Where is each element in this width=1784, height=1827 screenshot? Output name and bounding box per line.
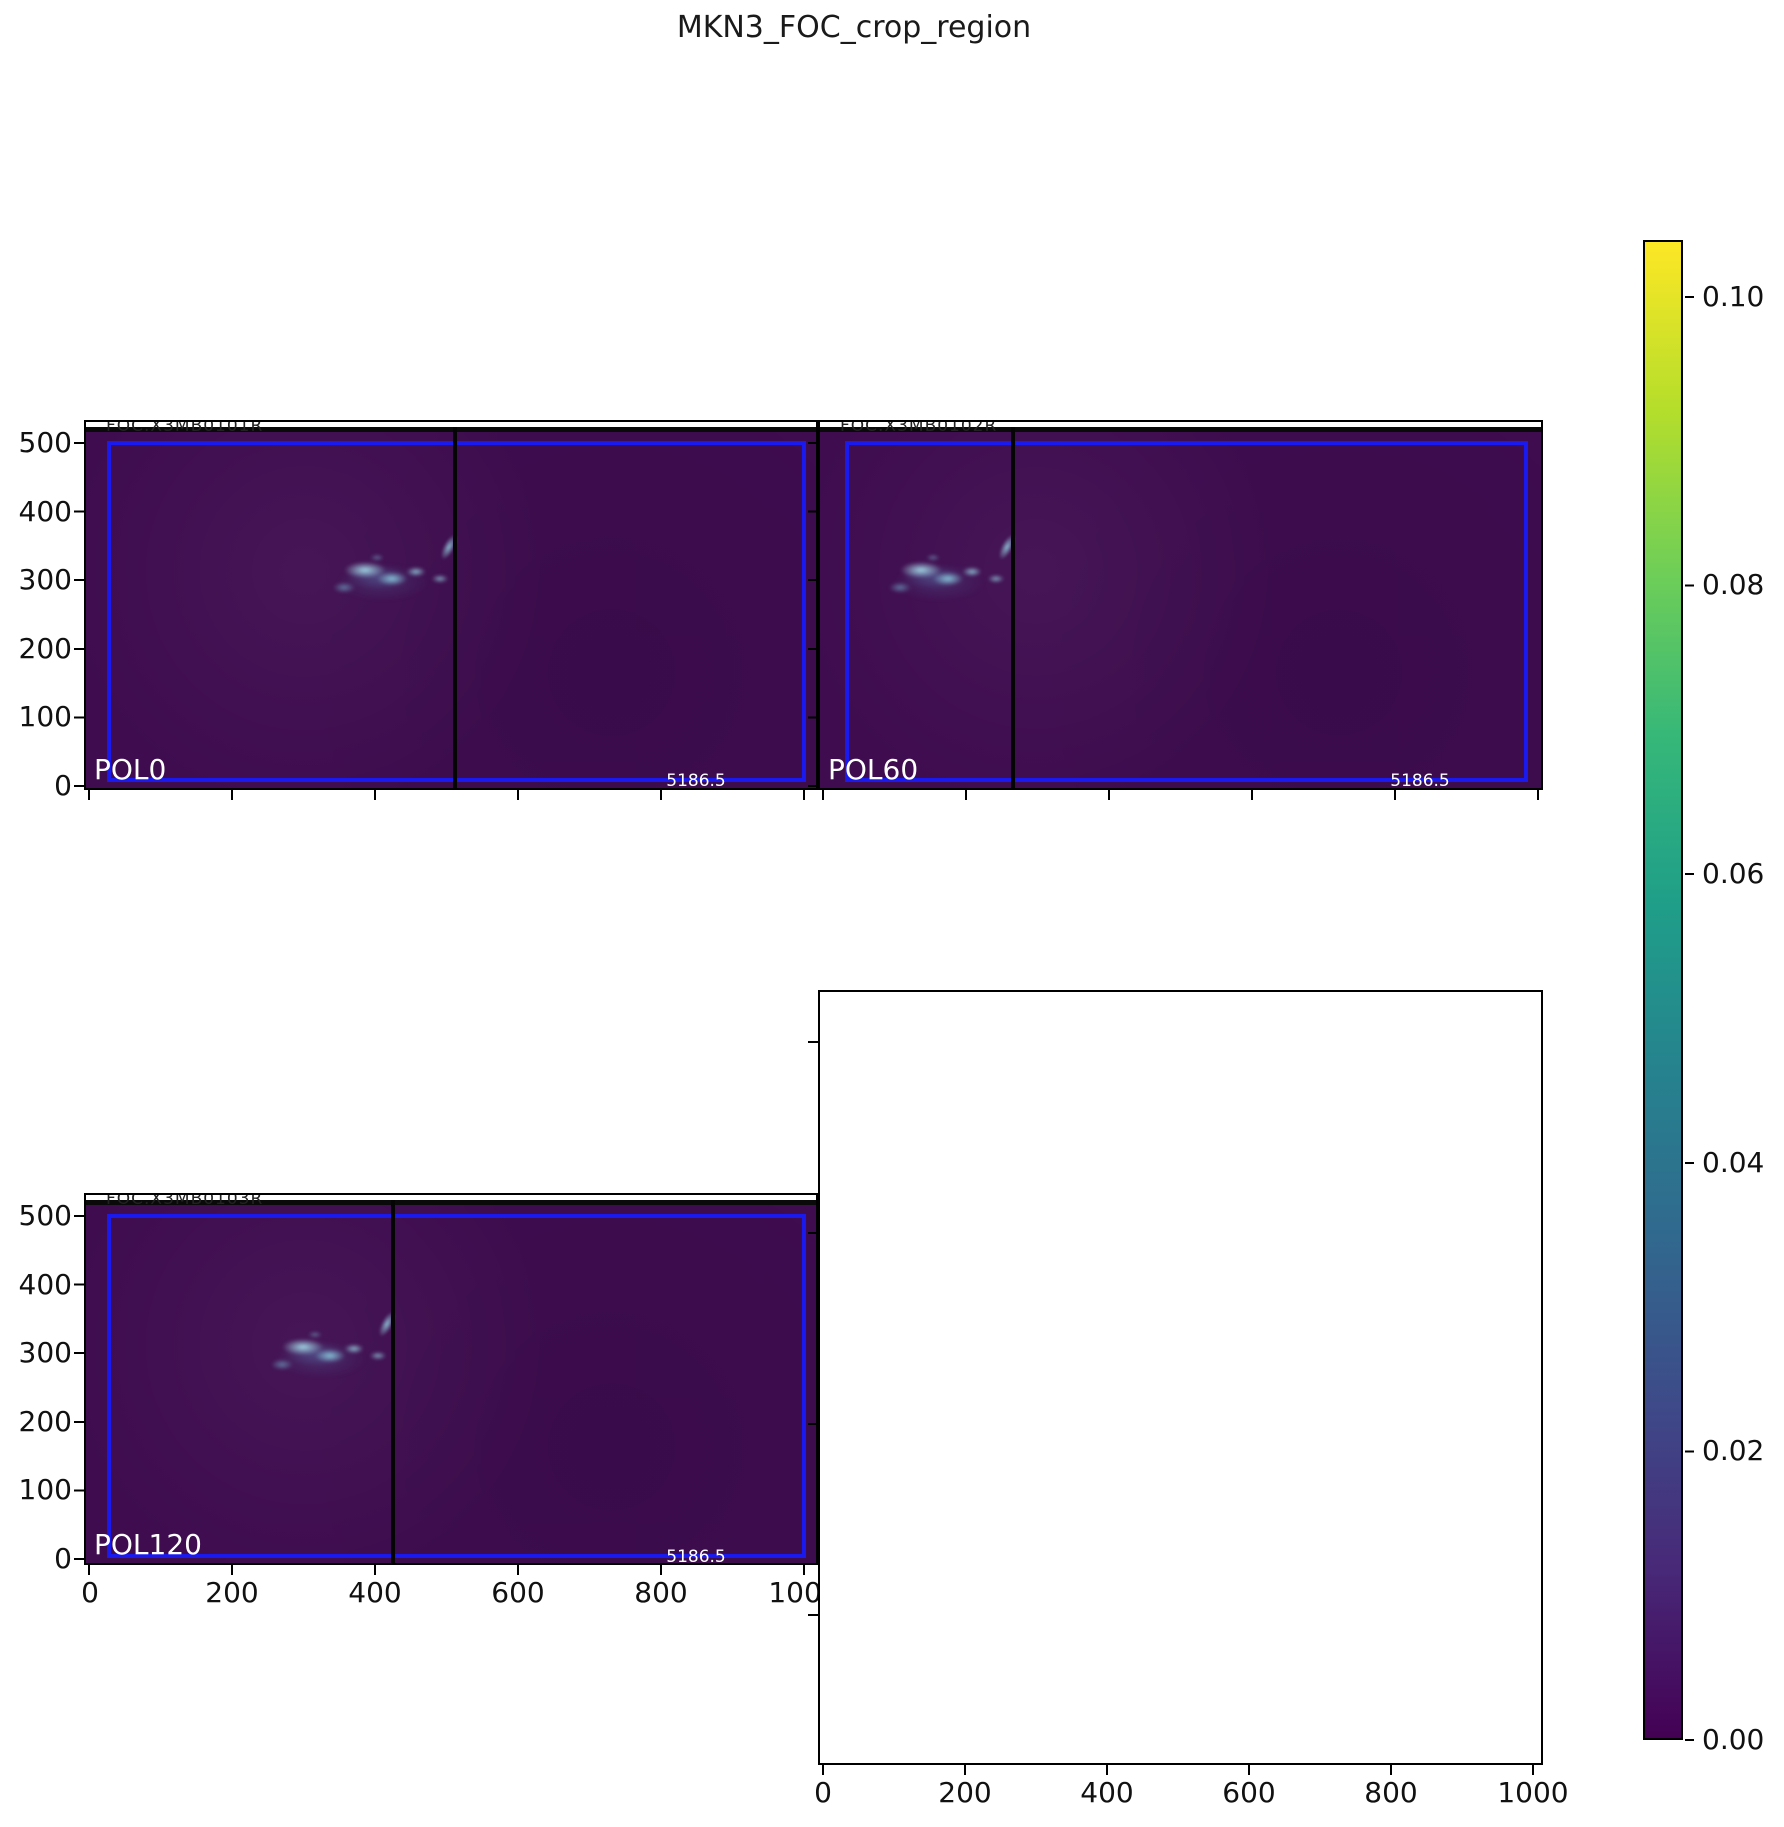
pol0-x-ticks [88,790,806,800]
detector-seam-line [391,1200,395,1563]
y-tick-label: 400 [18,1268,72,1301]
y-tick-label: 300 [18,563,72,596]
y-tick-label: 500 [18,426,72,459]
colorbar-tick-label: 0.00 [1702,1723,1765,1756]
panel-empty [818,990,1543,1765]
empty-panel-y-ticks [808,1041,818,1616]
dataset-header: FOC.X3MB0103R [106,1193,264,1209]
y-tick-label: 400 [18,495,72,528]
colorbar-tick-label: 0.10 [1702,280,1765,313]
pol120-y-ticks [74,1215,84,1560]
figure-title: MKN3_FOC_crop_region [676,10,1032,45]
colorbar [1643,240,1683,1740]
pol120-image: POL120 5186.5 [86,1200,816,1563]
wavelength-annotation: 5186.5 [666,1547,726,1565]
detector-seam-line [453,427,457,788]
y-tick-label: 200 [18,1405,72,1438]
colorbar-ticks [1685,296,1694,1741]
pol120-x-ticks [88,1565,806,1575]
y-tick-label: 100 [18,1473,72,1506]
colorbar-tick-label: 0.04 [1702,1146,1765,1179]
galaxy-blob [308,533,458,621]
wavelength-annotation: 5186.5 [1390,771,1450,790]
panel-pol120: POL120 5186.5 FOC.X3MB0103R [84,1193,818,1565]
x-tick-label: 600 [491,1576,545,1609]
pol0-image: POL0 5186.5 [86,427,816,788]
pol120-label: POL120 [94,1528,202,1561]
colorbar-tick-label: 0.08 [1702,568,1765,601]
pol0-label: POL0 [94,753,167,786]
image-top-edge [86,427,816,432]
galaxy-blob [864,533,1014,621]
y-tick-label: 200 [18,632,72,665]
x-tick-label: 200 [205,1576,259,1609]
empty-panel-x-ticks [822,1765,1534,1775]
x-tick-label: 600 [1222,1776,1276,1809]
galaxy-blob [246,1310,396,1398]
detector-seam-line [1011,427,1015,788]
x-tick-label: 1000 [1497,1776,1569,1809]
pol0-y-ticks [74,442,84,787]
image-top-edge [820,427,1541,432]
x-tick-label: 400 [348,1576,402,1609]
y-tick-label: 500 [18,1199,72,1232]
pol60-x-ticks [822,790,1540,800]
y-tick-label: 300 [18,1336,72,1369]
x-tick-label: 800 [1364,1776,1418,1809]
pol60-y-ticks [808,442,818,787]
x-tick-label: 800 [634,1576,688,1609]
x-tick-label: 200 [938,1776,992,1809]
image-top-edge [86,1200,816,1205]
pol60-label: POL60 [828,753,919,786]
crop-region-rectangle [845,441,1528,782]
panel-pol60: POL60 5186.5 FOC.X3MB0102R [818,420,1543,790]
panel-pol0: POL0 5186.5 FOC.X3MB0101R [84,420,818,790]
dataset-header: FOC.X3MB0101R [106,420,264,436]
colorbar-tick-label: 0.02 [1702,1434,1765,1467]
x-tick-label: 400 [1080,1776,1134,1809]
y-tick-label: 100 [18,700,72,733]
crop-region-rectangle [107,1214,806,1558]
dataset-header: FOC.X3MB0102R [840,420,998,436]
x-tick-label: 0 [81,1576,99,1609]
y-tick-label: 0 [54,1542,72,1575]
y-tick-label: 0 [54,769,72,802]
x-tick-label: 0 [814,1776,832,1809]
colorbar-tick-label: 0.06 [1702,857,1765,890]
wavelength-annotation: 5186.5 [666,771,726,790]
pol60-image: POL60 5186.5 [820,427,1541,788]
